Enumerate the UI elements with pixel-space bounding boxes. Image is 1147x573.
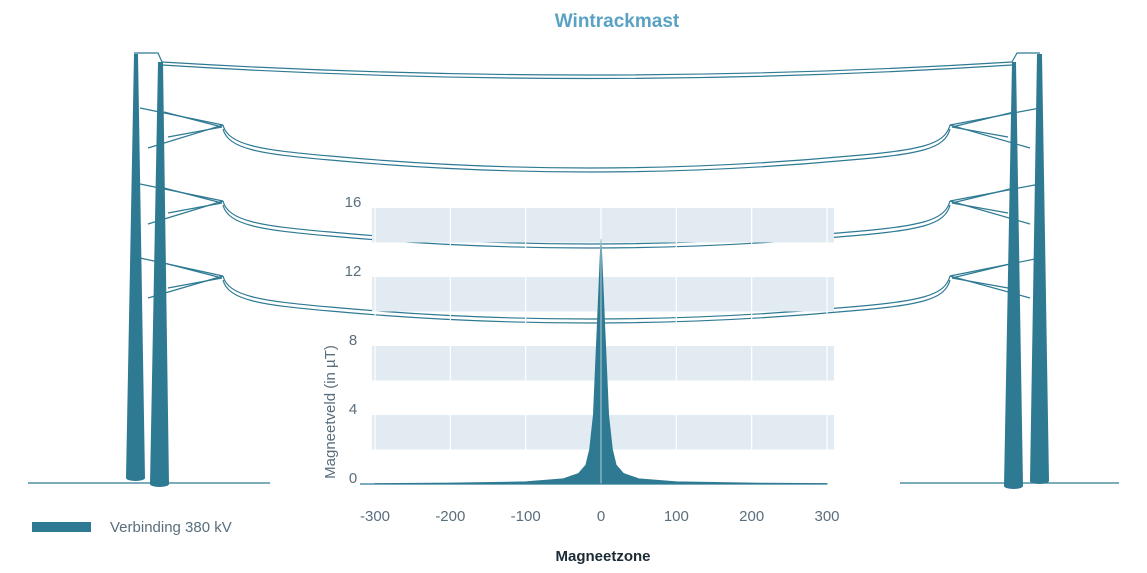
x-tick-label: 200 [739,508,764,525]
y-axis-label: Magneetveld (in µT) [322,345,339,479]
legend-label: Verbinding 380 kV [110,519,232,536]
y-axis-ticks: 0 4 8 12 16 [345,194,362,487]
x-tick-label: -100 [511,508,541,525]
y-tick-label: 8 [349,332,357,349]
x-axis-ticks: -300 -200 -100 0 100 200 300 [360,508,840,525]
pylon-illustration [28,52,1119,489]
legend-swatch [32,522,91,532]
y-tick-label: 12 [345,263,362,280]
x-tick-label: -300 [360,508,390,525]
chart-title: Wintrackmast [554,11,680,32]
x-tick-label: 300 [814,508,839,525]
series-layer [360,239,828,485]
x-tick-label: -200 [435,508,465,525]
x-axis-label: Magneetzone [555,548,651,565]
grid-band [372,208,834,243]
y-tick-label: 4 [349,401,357,418]
x-tick-label: 0 [597,508,605,525]
x-tick-label: 100 [664,508,689,525]
y-tick-label: 16 [345,194,362,211]
y-tick-label: 0 [349,470,357,487]
